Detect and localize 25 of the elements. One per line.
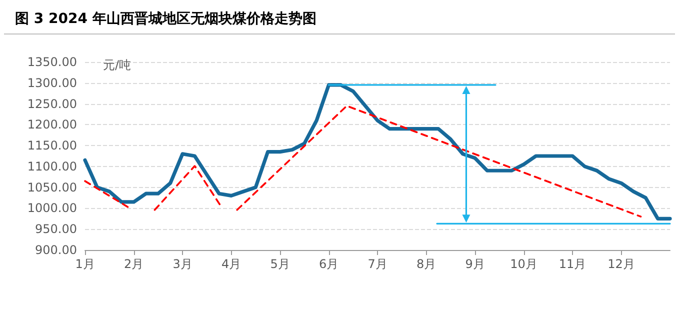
x-tick-label: 6月 <box>318 257 339 271</box>
y-tick-label: 1000.00 <box>27 201 77 216</box>
x-tick-label: 10月 <box>510 257 538 271</box>
chart-title: 图 3 2024 年山西晋城地区无烟块煤价格走势图 <box>15 11 316 27</box>
x-tick-label: 7月 <box>368 257 388 271</box>
x-tick-label: 8月 <box>416 257 436 271</box>
y-tick-label: 900.00 <box>35 243 77 257</box>
y-tick-label: 950.00 <box>35 222 77 236</box>
y-tick-label: 1100.00 <box>27 159 77 174</box>
x-tick-label: 11月 <box>558 257 586 271</box>
y-tick-label: 1050.00 <box>27 180 77 194</box>
line-series <box>83 83 672 220</box>
y-axis-title: 元/吨 <box>103 58 132 72</box>
y-tick-label: 1350.00 <box>27 55 77 69</box>
x-tick-label: 9月 <box>465 257 485 271</box>
x-tick-label: 2月 <box>124 257 144 271</box>
y-tick-label: 1200.00 <box>27 118 77 132</box>
x-tick-label: 1月 <box>75 257 95 271</box>
x-tick-label: 12月 <box>608 257 635 271</box>
y-tick-label: 1250.00 <box>27 96 77 111</box>
y-tick-label: 1150.00 <box>27 138 77 153</box>
x-tick-label: 5月 <box>270 257 290 271</box>
x-tick-label: 4月 <box>221 257 242 271</box>
y-tick-label: 1300.00 <box>27 76 77 90</box>
x-tick-label: 3月 <box>172 257 192 271</box>
